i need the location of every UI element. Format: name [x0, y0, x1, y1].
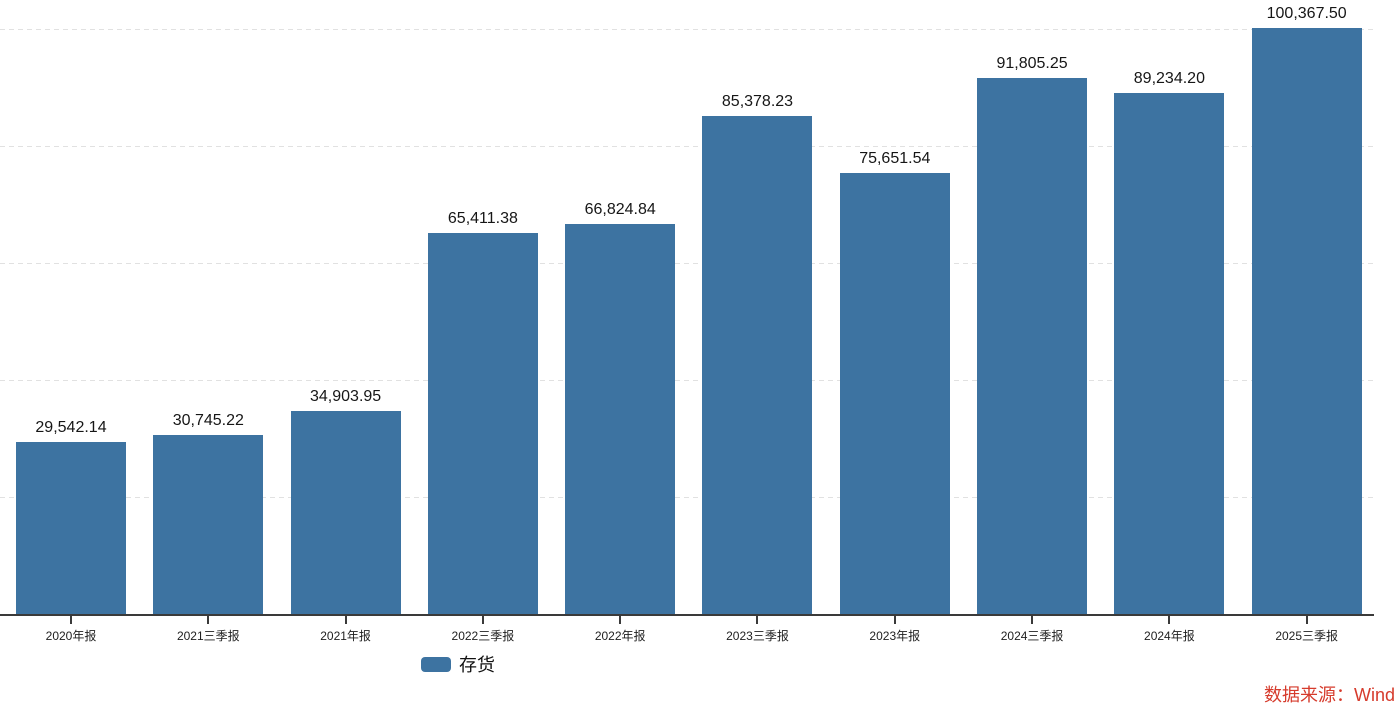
x-axis-label: 2022三季报 — [451, 629, 515, 643]
bar — [1114, 93, 1225, 615]
bar — [839, 172, 950, 615]
gridline — [0, 263, 1374, 265]
bar-value-label: 65,411.38 — [447, 209, 518, 227]
bar-column: 100,367.50 — [1251, 5, 1362, 615]
bar-column: 66,824.84 — [565, 201, 676, 615]
x-axis-line — [0, 614, 1374, 616]
bar — [565, 224, 676, 615]
axis-tick — [1305, 616, 1308, 624]
axis-tick — [70, 616, 72, 624]
gridline — [0, 380, 1374, 382]
x-axis-category: 2021三季报 — [153, 616, 263, 644]
gridline — [0, 146, 1374, 148]
axis-tick — [756, 616, 759, 624]
axis-tick — [207, 616, 210, 624]
axis-tick — [1031, 616, 1034, 624]
bar — [977, 78, 1088, 615]
axis-tick — [481, 616, 484, 624]
bar-column: 29,542.14 — [16, 419, 126, 615]
bar-column: 91,805.25 — [977, 55, 1088, 615]
bar-value-label: 30,745.22 — [172, 412, 244, 430]
axis-tick — [893, 616, 896, 624]
axis-tick — [1168, 616, 1171, 624]
x-axis-category: 2025三季报 — [1252, 616, 1362, 644]
bar-value-label: 100,367.50 — [1266, 5, 1347, 23]
legend-label: 存货 — [459, 655, 495, 675]
plot-area: 29,542.14 30,745.22 34,903.95 65,411.38 66,8… — [0, 5, 1374, 616]
bar-value-label: 29,542.14 — [35, 419, 107, 437]
x-axis-category: 2024三季报 — [977, 616, 1087, 644]
bar-value-label: 89,234.20 — [1133, 70, 1205, 88]
bar-value-label: 75,651.54 — [859, 149, 931, 167]
bar-column: 75,651.54 — [839, 149, 950, 615]
x-axis-label: 2024三季报 — [1000, 629, 1064, 643]
bar — [153, 435, 264, 615]
bar-value-label: 91,805.25 — [996, 55, 1068, 73]
x-axis-category: 2022年报 — [565, 616, 675, 644]
x-axis-label: 2020年报 — [45, 629, 97, 643]
bar-column: 30,745.22 — [153, 412, 264, 615]
x-axis-label: 2022年报 — [594, 629, 646, 643]
x-axis-category: 2024年报 — [1114, 616, 1224, 644]
bar — [702, 115, 813, 615]
axis-tick — [619, 616, 622, 624]
x-axis-category: 2020年报 — [16, 616, 126, 644]
gridline — [0, 29, 1374, 31]
x-axis-label: 2024年报 — [1144, 629, 1195, 643]
bar-column: 85,378.23 — [702, 92, 813, 615]
x-axis-label: 2023三季报 — [726, 629, 789, 643]
bar — [427, 232, 538, 615]
bar-value-label: 66,824.84 — [584, 201, 656, 219]
axis-tick — [344, 616, 347, 624]
bar-column: 34,903.95 — [290, 387, 401, 615]
bar — [1251, 28, 1362, 615]
bar-column: 65,411.38 — [427, 209, 538, 615]
bar-column: 89,234.20 — [1114, 70, 1225, 615]
bars: 29,542.14 30,745.22 34,903.95 65,411.38 66,8… — [16, 5, 1362, 615]
x-axis-label: 2025三季报 — [1275, 629, 1339, 643]
x-axis-labels: 2020年报 2021三季报 2021年报 2022三季报 2022年报 2023三季报 2… — [16, 616, 1362, 644]
source-note: 数据来源：Wind — [1263, 685, 1395, 705]
x-axis-category: 2021年报 — [291, 616, 401, 644]
x-axis-label: 2023年报 — [869, 629, 921, 643]
x-axis-label: 2021三季报 — [176, 629, 240, 643]
bar-value-label: 85,378.23 — [721, 92, 794, 110]
legend-swatch — [421, 656, 451, 672]
x-axis-category: 2023年报 — [840, 616, 950, 644]
gridline — [0, 497, 1374, 499]
bar — [16, 442, 126, 615]
bar-value-label: 34,903.95 — [310, 387, 382, 405]
bar — [290, 410, 401, 615]
x-axis-category: 2022三季报 — [428, 616, 538, 644]
x-axis-category: 2023三季报 — [702, 616, 812, 644]
x-axis-label: 2021年报 — [320, 629, 371, 643]
legend-item[interactable]: 存货 — [421, 651, 495, 677]
